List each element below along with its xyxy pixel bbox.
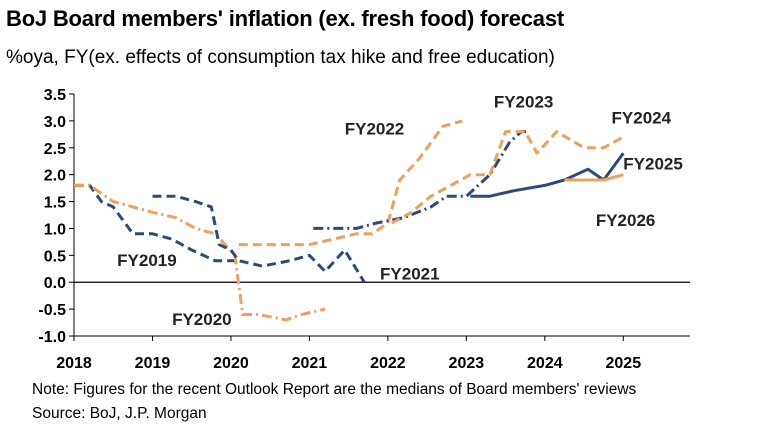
series-labels-group: FY2019 FY2020 FY2021 FY2022 FY2023 FY2024 FY20… (117, 92, 683, 329)
y-tick-label: 3.0 (44, 114, 66, 131)
series-line-fy2021 (152, 194, 366, 283)
x-tick-label: 2018 (56, 355, 92, 372)
y-tick-label: -1.0 (38, 329, 66, 346)
series-line-fy2023 (313, 130, 530, 230)
chart-subtitle: %oya, FY(ex. effects of consumption tax … (6, 47, 555, 68)
x-tick-label: 2022 (370, 355, 406, 372)
y-tick-label: 3.5 (44, 87, 66, 104)
source-note: Source: BoJ, J.P. Morgan (32, 405, 207, 422)
series-group (74, 119, 625, 322)
series-label-fy2022: FY2022 (345, 119, 405, 138)
series-line-fy2022 (238, 119, 463, 247)
x-tick-label: 2021 (292, 355, 328, 372)
y-tick-label: 1.5 (44, 195, 66, 212)
y-tick-label: 0.5 (44, 248, 66, 265)
series-label-fy2021: FY2021 (380, 265, 440, 284)
series-label-fy2020: FY2020 (172, 310, 232, 329)
y-tick-label: 0.0 (44, 275, 66, 292)
y-tick-label: -0.5 (38, 302, 66, 319)
series-label-fy2025: FY2025 (623, 154, 683, 173)
x-tick-label: 2024 (527, 355, 563, 372)
series-label-fy2019: FY2019 (117, 251, 177, 270)
series-line-fy2020 (74, 183, 326, 322)
x-tick-label: 2019 (135, 355, 171, 372)
series-label-fy2023: FY2023 (494, 92, 554, 111)
series-line-fy2024 (391, 130, 625, 225)
series-line-fy2019 (74, 183, 235, 263)
x-tick-label: 2023 (449, 355, 485, 372)
x-tick-label: 2025 (606, 355, 642, 372)
y-tick-label: 2.0 (44, 168, 66, 185)
footnote: Note: Figures for the recent Outlook Rep… (32, 381, 637, 398)
series-line-fy2026 (564, 173, 624, 182)
series-label-fy2024: FY2024 (612, 109, 672, 128)
chart-title: BoJ Board members' inflation (ex. fresh … (6, 6, 564, 31)
series-label-fy2026: FY2026 (596, 211, 656, 230)
x-tick-label: 2020 (213, 355, 249, 372)
y-tick-label: 2.5 (44, 141, 66, 158)
y-tick-label: 1.0 (44, 221, 66, 238)
series-line-fy2025 (470, 152, 625, 198)
axes-group: -1.0 -0.5 0.0 0.5 1.0 1.5 2.0 2.5 3.0 3.5 2018 2019… (38, 87, 690, 372)
